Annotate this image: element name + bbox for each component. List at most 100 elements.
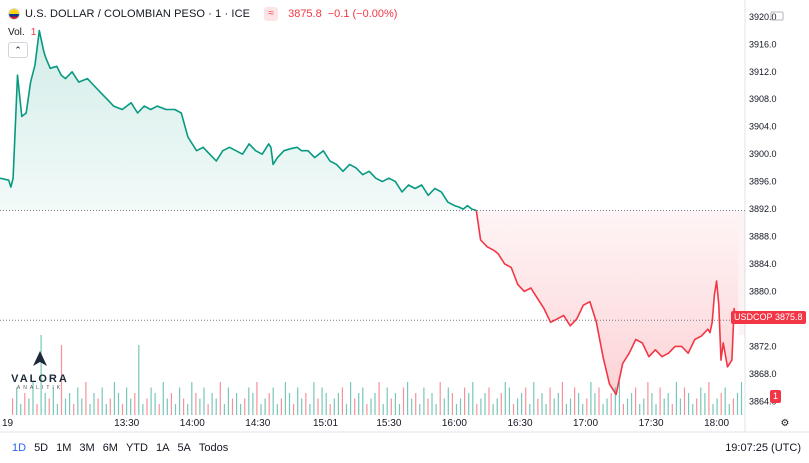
volume-bar [602,404,604,415]
volume-bar [631,393,633,415]
volume-bar [720,393,722,415]
volume-bar [105,404,107,415]
range-button-6m[interactable]: 6M [102,442,118,454]
volume-bar [134,393,136,415]
settings-icon[interactable]: ⚙ [781,418,790,429]
volume-bar [341,387,343,415]
volume-bar [472,382,474,415]
volume-bar [659,387,661,415]
range-button-1d[interactable]: 1D [12,442,27,454]
range-button-3m[interactable]: 3M [79,442,95,454]
volume-bar [101,387,103,415]
price-tag-value: 3875.8 [775,312,803,322]
volume-bar [252,393,254,415]
volume-axis-tag: 1 [770,390,782,403]
volume-bar [476,404,478,415]
volume-bar [435,404,437,415]
range-button-todos[interactable]: Todos [198,442,229,454]
volume-bar [183,398,185,415]
volume-bar [284,382,286,415]
volume-bar [671,404,673,415]
volume-bar [179,387,181,415]
x-tick-label: 13:30 [114,418,139,429]
volume-bar [537,398,539,415]
down-area-fill [476,210,739,395]
volume-bar [655,404,657,415]
volume-bar [138,345,140,415]
collapse-legend-button[interactable]: ⌃ [8,42,28,58]
volume-bar [219,382,221,415]
range-button-1m[interactable]: 1M [56,442,72,454]
volume-legend: Vol. 1 [8,27,36,38]
volume-bar [260,404,262,415]
volume-bar [329,404,331,415]
volume-bar [142,404,144,415]
volume-bar [439,382,441,415]
volume-bar [321,387,323,415]
volume-bar [508,387,510,415]
x-tick-label: 15:01 [313,418,338,429]
market-closed-icon[interactable]: ≈ [264,7,279,21]
volume-bar [150,387,152,415]
y-tick-label: 3868.0 [749,369,777,379]
logo-sub: ANALITIK [16,385,64,391]
chevron-up-icon: ⌃ [14,45,22,55]
volume-bar [272,387,274,415]
range-button-1a[interactable]: 1A [155,442,170,454]
volume-bar [16,387,18,415]
volume-bar [382,404,384,415]
y-tick-label: 3884.0 [749,259,777,269]
volume-bar [28,398,30,415]
volume-bar [492,404,494,415]
volume-bar [561,382,563,415]
price-axis-tag: USDCOP 3875.8 [731,311,806,324]
scale-handle-icon [770,11,784,21]
volume-label: Vol. [8,27,25,38]
price-change: −0.1 (−0.00%) [327,8,398,20]
symbol-title[interactable]: U.S. DOLLAR / COLOMBIAN PESO · 1 · ICE [25,8,251,20]
volume-bar [264,398,266,415]
volume-bar [174,404,177,415]
range-button-5a[interactable]: 5A [177,442,191,454]
volume-bar [89,404,91,415]
volume-bar [199,398,201,415]
volume-bar [240,404,242,415]
volume-bar [227,387,229,415]
volume-bar [647,382,649,415]
volume-bar [415,393,417,415]
volume-bar [663,398,665,415]
down-price-line [475,210,739,396]
volume-bar [187,404,189,415]
volume-bar [293,404,295,415]
volume-bar [578,393,580,415]
up-area-fill [0,30,477,211]
volume-bar [117,393,120,415]
volume-bar [582,404,584,415]
volume-bar [667,393,669,415]
logo-mark-icon [33,351,47,366]
volume-bar [740,382,743,415]
down-area-tail [738,210,745,335]
range-button-5d[interactable]: 5D [34,442,49,454]
x-tick-label: 16:00 [442,418,467,429]
volume-bar [211,393,213,415]
volume-bar [464,387,466,415]
volume-bar [313,382,315,415]
volume-bar [276,404,278,415]
volume-bar [97,398,99,415]
volume-bar [244,398,246,415]
volume-bar [696,398,698,415]
volume-bar [712,404,714,415]
volume-bar [411,398,413,415]
volume-bar [154,393,156,415]
volume-bar [533,382,535,415]
y-tick-label: 3896.0 [749,177,777,187]
volume-bar [525,387,527,415]
range-button-ytd[interactable]: YTD [125,442,148,454]
utc-clock[interactable]: 19:07:25 (UTC) [725,442,801,454]
volume-bar [545,404,547,415]
symbol-header: U.S. DOLLAR / COLOMBIAN PESO · 1 · ICE ≈… [8,6,397,22]
volume-bar [121,404,124,415]
x-tick-label: 19 [2,418,14,429]
